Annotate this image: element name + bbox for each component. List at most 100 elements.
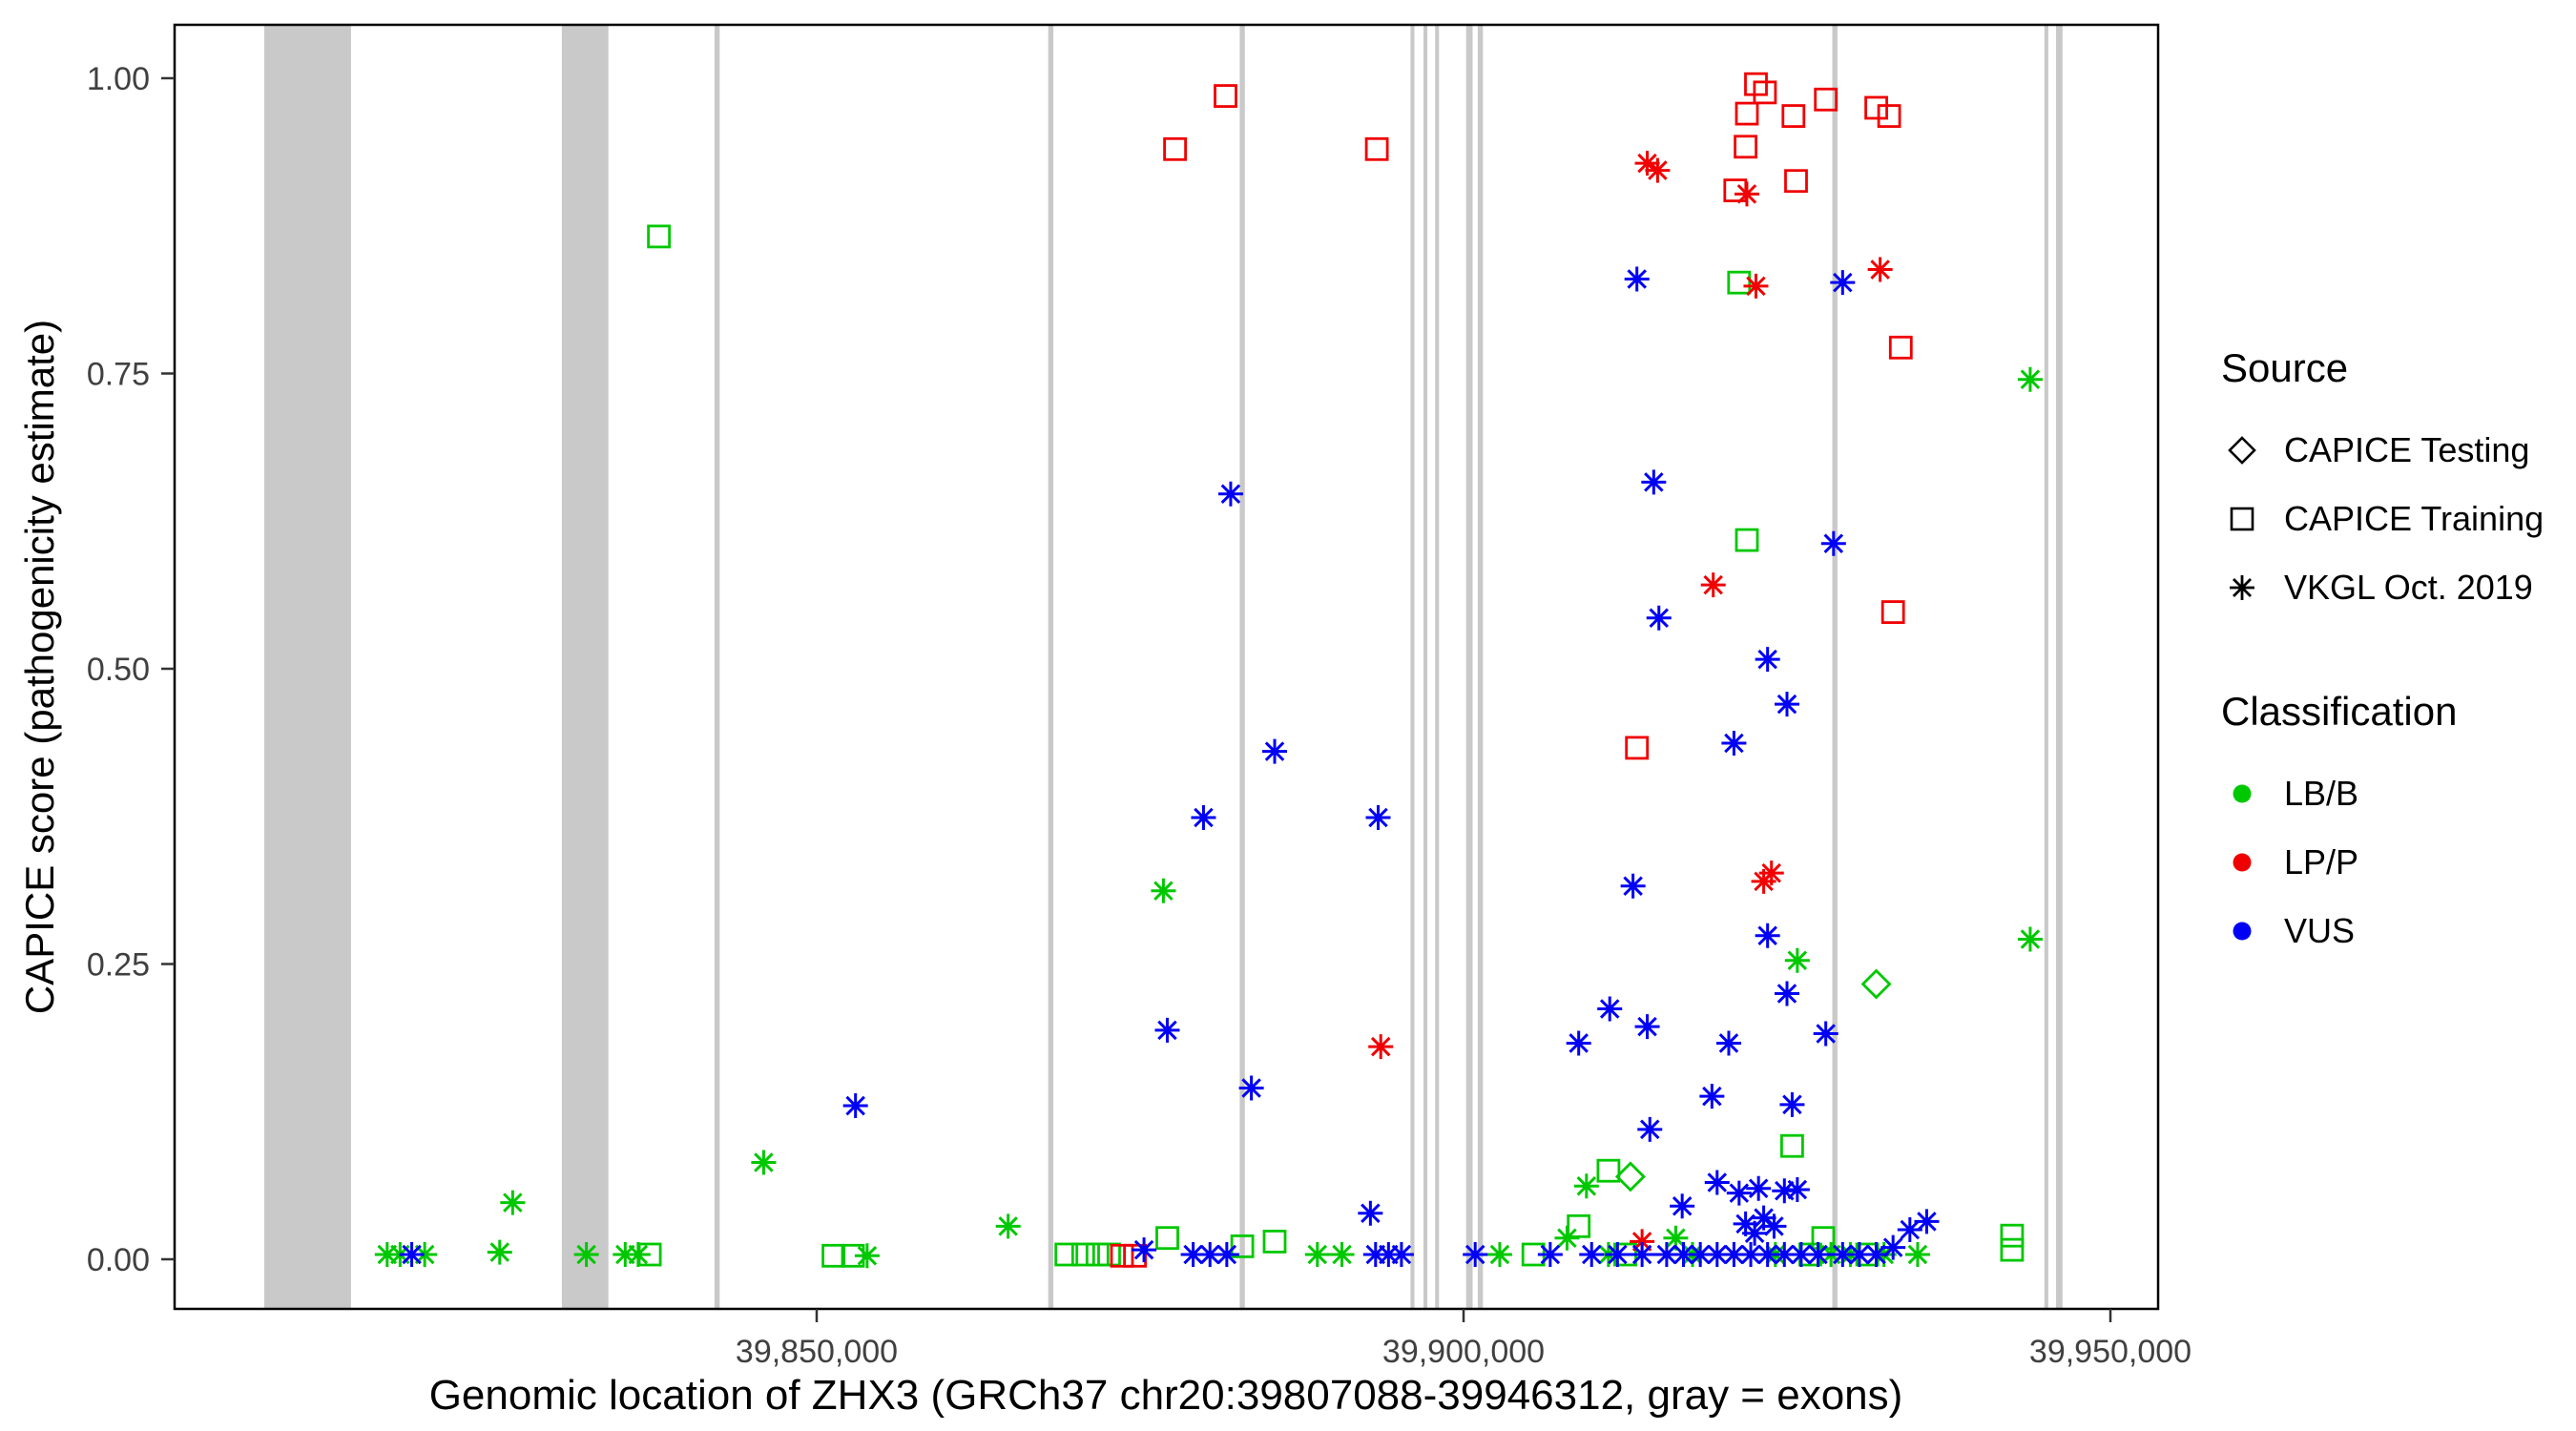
data-point: [841, 1243, 865, 1268]
data-point: [1755, 923, 1780, 948]
data-point: [1214, 1242, 1239, 1268]
data-point: [1746, 1175, 1772, 1201]
data-point: [1867, 257, 1893, 282]
exon-region: [1465, 26, 1473, 1308]
data-point: [1784, 169, 1808, 194]
exon-region: [1410, 26, 1415, 1308]
data-point: [1700, 572, 1726, 598]
data-point: [637, 1242, 662, 1267]
data-point: [1742, 1220, 1768, 1246]
data-point: [1813, 1021, 1839, 1047]
data-point: [1897, 1217, 1922, 1243]
data-point: [1775, 692, 1799, 717]
data-point: [1217, 481, 1243, 507]
data-point: [1781, 104, 1806, 128]
data-point: [1699, 1084, 1725, 1110]
data-point: [647, 224, 671, 249]
legend-item-vkgl-oct-2019: VKGL Oct. 2019: [2221, 553, 2544, 622]
legend-item-capice-testing: CAPICE Testing: [2221, 416, 2544, 485]
legend-classification-group: Classification LB/B LP/P VUS: [2221, 689, 2544, 965]
data-point: [1814, 87, 1839, 112]
data-point: [1772, 1178, 1797, 1204]
data-point: [751, 1150, 777, 1175]
x-axis-title: Genomic location of ZHX3 (GRCh37 chr20:3…: [428, 1372, 1903, 1419]
data-point: [613, 1242, 638, 1268]
exon-region: [561, 26, 609, 1308]
data-point: [1238, 1075, 1264, 1101]
data-point: [1864, 95, 1888, 120]
legend-item-label: LB/B: [2284, 774, 2359, 813]
data-point: [1820, 530, 1846, 556]
data-point: [1653, 1242, 1679, 1268]
exon-region: [1832, 26, 1838, 1308]
x-tick-label: 39,900,000: [1382, 1334, 1545, 1370]
data-point: [1830, 1242, 1856, 1268]
data-point: [500, 1190, 526, 1215]
data-point: [1180, 1242, 1206, 1268]
data-point: [1744, 72, 1768, 96]
data-point: [1262, 1230, 1287, 1254]
data-point: [2000, 1237, 2025, 1262]
data-point: [2000, 1223, 2025, 1248]
data-point: [1772, 1242, 1797, 1268]
data-point: [1151, 878, 1176, 903]
data-point: [487, 1239, 512, 1265]
data-point: [1751, 1205, 1776, 1231]
data-point: [1376, 1242, 1402, 1268]
data-point: [1721, 1242, 1747, 1268]
data-point: [1537, 1242, 1563, 1268]
data-point: [1727, 270, 1752, 295]
exon-region: [2044, 26, 2048, 1308]
data-point: [1753, 80, 1777, 105]
data-point: [412, 1242, 438, 1268]
legend-item-vus: VUS: [2221, 897, 2544, 965]
data-point: [1779, 1091, 1805, 1117]
data-point: [1154, 1017, 1180, 1043]
data-point: [1364, 136, 1389, 161]
data-point: [1641, 469, 1667, 495]
data-point: [1805, 1242, 1831, 1268]
exon-region: [1477, 26, 1484, 1308]
data-point: [1721, 730, 1747, 756]
exon-region: [1423, 26, 1428, 1308]
y-tick-label: 0.25: [87, 947, 150, 984]
data-point: [1463, 1242, 1488, 1268]
asterisk-marker-icon: [2221, 567, 2263, 609]
x-tick-label: 39,950,000: [2029, 1334, 2192, 1370]
data-point: [1596, 1158, 1621, 1183]
legend-source-title: Source: [2221, 345, 2349, 390]
legend-item-lp-p: LP/P: [2221, 828, 2544, 897]
data-point: [1597, 996, 1623, 1022]
data-point: [1624, 266, 1650, 292]
data-point: [1863, 1242, 1889, 1268]
data-point: [1671, 1242, 1696, 1268]
data-point: [1663, 1225, 1689, 1251]
class-color-dot-icon: [2221, 773, 2263, 815]
x-tick-label: 39,850,000: [736, 1334, 898, 1370]
legend-item-label: LP/P: [2284, 842, 2359, 881]
data-point: [1566, 1030, 1591, 1056]
data-point: [1704, 1170, 1730, 1195]
data-point: [1230, 1234, 1255, 1258]
square-marker-icon: [2221, 498, 2263, 540]
data-point: [1123, 1243, 1147, 1268]
data-point: [1625, 736, 1650, 760]
data-point: [1735, 528, 1759, 552]
exon-region: [714, 26, 720, 1308]
data-point: [1630, 1229, 1655, 1255]
data-point: [1605, 1242, 1631, 1268]
exon-region: [2056, 26, 2063, 1308]
data-point: [1880, 600, 1905, 624]
diamond-marker-icon: [2221, 429, 2263, 471]
data-point: [1614, 1161, 1646, 1192]
y-tick-label: 0.50: [87, 652, 150, 688]
data-point: [1704, 1242, 1730, 1268]
data-point: [2017, 366, 2043, 392]
data-point: [374, 1242, 400, 1268]
data-point: [1620, 873, 1646, 899]
data-point: [573, 1242, 599, 1268]
data-point: [1329, 1242, 1355, 1268]
data-point: [842, 1093, 868, 1119]
